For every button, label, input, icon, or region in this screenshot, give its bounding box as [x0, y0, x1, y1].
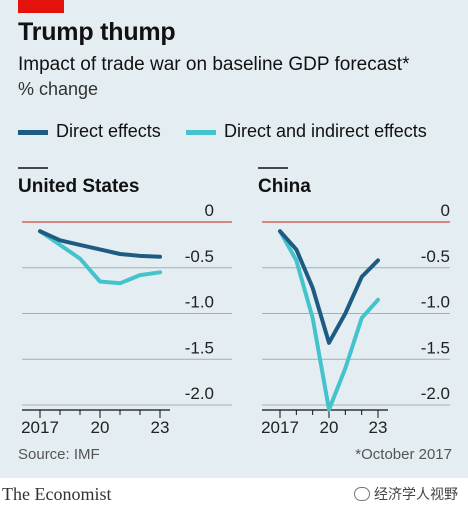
unit-label: % change — [18, 79, 99, 99]
charts-svg: United States 0 -0.5 -1.0 -1.5 -2.0 2017 20 23 C… — [18, 167, 450, 437]
y-tick-label: 0 — [441, 201, 450, 220]
y-tick-label: -2.0 — [185, 384, 214, 403]
us-chart: United States 0 -0.5 -1.0 -1.5 -2.0 2017 20 23 — [18, 167, 232, 437]
footnote: *October 2017 — [355, 446, 452, 463]
china-chart: China 0 -0.5 -1.0 -1.5 -2.0 2017 20 23 — [258, 167, 450, 437]
chart-panel: Trump thump Impact of trade war on basel… — [0, 0, 468, 478]
watermark-text: 经济学人视野 — [374, 486, 458, 502]
panel-title: China — [258, 176, 311, 197]
y-tick-label: -1.0 — [421, 293, 450, 312]
series-line-direct-indirect — [38, 229, 162, 286]
series-line-direct-indirect — [278, 229, 380, 412]
y-tick-label: 0 — [205, 201, 214, 220]
legend-label-direct: Direct effects — [56, 121, 161, 141]
series-line-direct — [38, 229, 162, 259]
y-tick-label: -0.5 — [185, 247, 214, 266]
series-line-direct — [278, 229, 380, 345]
x-tick-label: 23 — [369, 418, 388, 437]
y-tick-label: -1.0 — [185, 293, 214, 312]
chart-subtitle: Impact of trade war on baseline GDP fore… — [18, 54, 410, 75]
y-tick-label: -1.5 — [185, 338, 214, 357]
x-tick-label: 2017 — [21, 418, 59, 437]
source-note: Source: IMF — [18, 446, 100, 463]
legend-swatch-indirect — [186, 130, 216, 135]
panel-title: United States — [18, 176, 139, 197]
x-tick-label: 20 — [91, 418, 110, 437]
chart-title: Trump thump — [18, 18, 176, 46]
x-tick-label: 23 — [151, 418, 170, 437]
watermark: 经济学人视野 — [354, 484, 458, 504]
brand-red-tag — [18, 0, 64, 13]
y-tick-label: -0.5 — [421, 247, 450, 266]
x-tick-label: 20 — [320, 418, 339, 437]
publisher-logo-text: The Economist — [2, 484, 112, 504]
legend-swatch-direct — [18, 130, 48, 135]
y-tick-label: -2.0 — [421, 384, 450, 403]
y-tick-label: -1.5 — [421, 338, 450, 357]
x-tick-label: 2017 — [261, 418, 299, 437]
legend-label-indirect: Direct and indirect effects — [224, 121, 427, 141]
wechat-icon — [354, 487, 370, 501]
